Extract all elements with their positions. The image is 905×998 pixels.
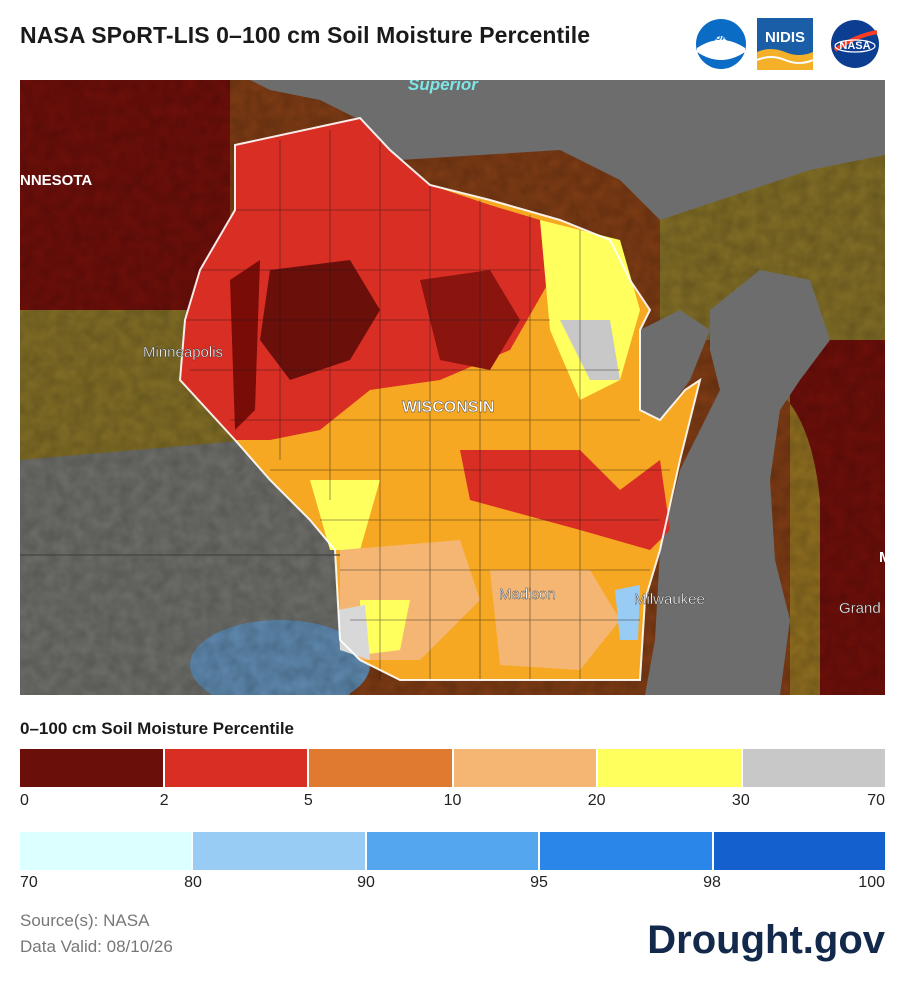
wet-color-bar	[20, 832, 886, 870]
wet-legend-swatch	[540, 832, 714, 870]
dry-legend-swatch	[742, 749, 885, 787]
label-minneapolis: Minneapolis	[143, 344, 223, 361]
wet-tick-label: 100	[858, 874, 885, 891]
green-bay	[640, 310, 710, 420]
agency-logos: NOAA NIDIS NASA	[695, 18, 885, 70]
lake-michigan	[645, 270, 830, 695]
label-grand: Grand	[839, 600, 881, 617]
milwaukee-wet-patch	[615, 585, 640, 640]
nidis-logo-text: NIDIS	[765, 29, 805, 46]
border-extreme-dry	[230, 260, 260, 430]
nasa-logo[interactable]: NASA	[829, 18, 881, 70]
wet-tick-label: 98	[703, 874, 721, 891]
source-text: Source(s): NASA	[20, 911, 150, 930]
dry-legend-swatch	[309, 749, 454, 787]
noaa-logo-text: NOAA	[709, 33, 733, 42]
dry-color-bar	[20, 749, 885, 787]
wet-tick-label: 70	[20, 874, 38, 891]
label-madison: Madison	[499, 586, 556, 603]
nidis-logo[interactable]: NIDIS	[757, 18, 813, 70]
dry-tick-label: 70	[867, 792, 885, 809]
wet-tick-label: 90	[357, 874, 375, 891]
dry-tick-label: 10	[443, 792, 462, 809]
label-edge-m: M	[879, 549, 885, 566]
wet-legend-swatch	[193, 832, 367, 870]
nasa-logo-text: NASA	[839, 40, 870, 52]
wet-legend-swatch	[20, 832, 194, 870]
dry-legend-swatch	[164, 749, 309, 787]
label-wisconsin: WISCONSIN	[402, 399, 494, 416]
label-milwaukee: Milwaukee	[634, 591, 705, 608]
soil-moisture-map[interactable]: Superior NNESOTA Minneapolis WISCONSIN M…	[20, 80, 885, 695]
county-boundaries	[185, 130, 670, 680]
dry-tick-label: 30	[731, 792, 750, 809]
wisconsin-border	[178, 116, 702, 681]
wet-legend-swatch	[713, 832, 886, 870]
drought-gov-brand[interactable]: Drought.gov	[647, 918, 885, 962]
northeast-gray-area	[560, 320, 620, 380]
label-superior: Superior	[408, 80, 479, 94]
dry-legend-swatch	[20, 749, 165, 787]
dry-tick-label: 2	[159, 792, 169, 809]
wet-legend-swatch	[366, 832, 541, 870]
wet-tick-label: 95	[530, 874, 548, 891]
dry-tick-label: 5	[303, 792, 313, 809]
lake-superior	[250, 80, 885, 220]
east-central-dry	[460, 450, 670, 550]
data-valid-date: Data Valid: 08/10/26	[20, 937, 173, 956]
page-title: NASA SPoRT-LIS 0–100 cm Soil Moisture Pe…	[20, 22, 591, 48]
noaa-logo[interactable]: NOAA	[695, 18, 747, 70]
dry-legend-swatch	[598, 749, 743, 787]
source-info: Source(s): NASA Data Valid: 08/10/26	[20, 908, 173, 960]
wet-tick-label: 80	[184, 874, 202, 891]
dry-legend-swatch	[453, 749, 598, 787]
legend-title: 0–100 cm Soil Moisture Percentile	[20, 719, 295, 738]
west-central-yellow	[310, 480, 380, 550]
dry-tick-label: 0	[20, 792, 29, 809]
dry-tick-label: 20	[587, 792, 606, 809]
dry-tick-labels: 0 2 5 10 20 30 70	[20, 792, 885, 814]
southwest-yellow	[360, 600, 410, 655]
label-minnesota: NNESOTA	[20, 172, 92, 189]
wet-tick-labels: 70 80 90 95 98 100	[20, 874, 885, 896]
